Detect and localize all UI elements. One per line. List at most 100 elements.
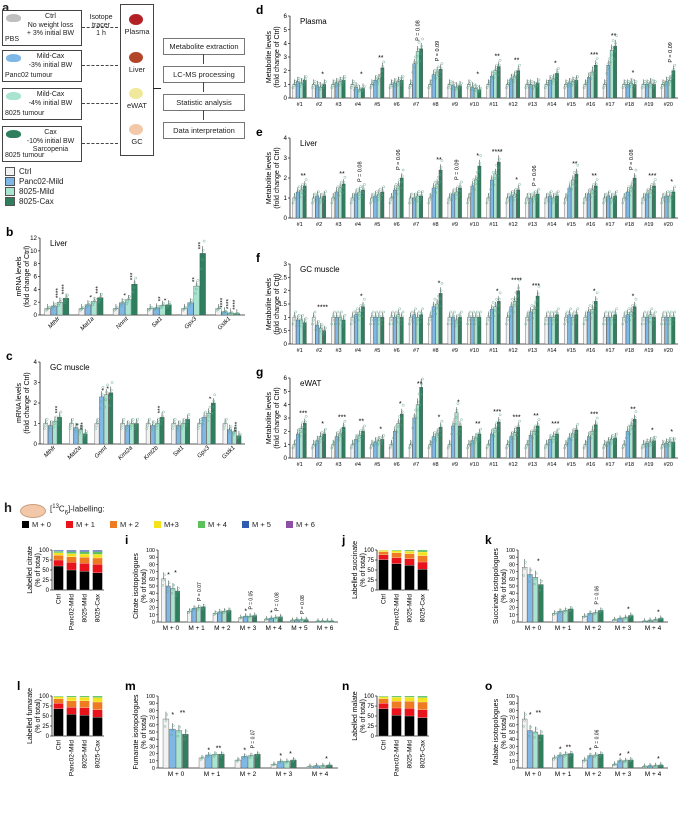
data-point bbox=[390, 314, 394, 318]
legend-swatch bbox=[66, 521, 73, 528]
stack-segment bbox=[378, 703, 389, 709]
data-point bbox=[573, 435, 577, 439]
significance-mark: * bbox=[171, 712, 174, 719]
data-point bbox=[664, 318, 668, 322]
data-point bbox=[619, 616, 623, 620]
x-tick-label: M + 1 bbox=[188, 625, 205, 632]
data-point bbox=[357, 313, 361, 317]
data-point bbox=[477, 169, 481, 173]
data-point bbox=[608, 437, 611, 441]
data-point bbox=[396, 316, 400, 319]
data-point bbox=[593, 431, 596, 435]
data-point bbox=[630, 758, 633, 761]
data-point bbox=[180, 427, 184, 430]
data-point bbox=[582, 86, 586, 90]
data-point bbox=[641, 198, 645, 202]
bracket-arrow bbox=[153, 88, 161, 89]
data-point bbox=[518, 183, 521, 186]
data-point bbox=[589, 195, 593, 199]
y-tick-label: 10 bbox=[30, 248, 37, 255]
significance-mark: * bbox=[589, 747, 592, 754]
x-tick-label: Sat1 bbox=[151, 316, 164, 329]
panel-label: i bbox=[125, 533, 128, 547]
data-point bbox=[509, 437, 513, 441]
data-point bbox=[432, 72, 436, 75]
data-point bbox=[583, 318, 587, 322]
y-tick-label: 90 bbox=[149, 701, 155, 707]
x-tick-label: Gstk1 bbox=[217, 316, 232, 331]
data-point bbox=[594, 421, 598, 425]
data-point bbox=[168, 301, 172, 304]
data-point bbox=[649, 764, 653, 767]
data-point bbox=[312, 82, 316, 85]
data-point bbox=[454, 193, 458, 196]
data-point bbox=[513, 430, 517, 433]
y-tick-label: 30 bbox=[509, 744, 515, 750]
data-point bbox=[318, 198, 322, 202]
labelling-title-part: 13 bbox=[52, 504, 59, 510]
x-tick-label: #15 bbox=[567, 462, 576, 468]
data-point bbox=[312, 195, 316, 199]
y-tick-label: 1.5 bbox=[278, 301, 287, 308]
data-point bbox=[613, 49, 617, 53]
group-text: -4% initial BW bbox=[28, 99, 73, 107]
data-point bbox=[134, 424, 138, 427]
data-point bbox=[318, 440, 321, 444]
data-point bbox=[146, 424, 150, 427]
significance-mark: *** bbox=[648, 173, 656, 180]
stack-segment bbox=[404, 558, 415, 566]
data-point bbox=[388, 86, 392, 90]
stack-segment bbox=[378, 554, 389, 560]
data-point bbox=[96, 421, 99, 424]
x-tick-label: #4 bbox=[355, 222, 361, 228]
data-point bbox=[341, 321, 345, 324]
data-point bbox=[434, 77, 438, 80]
data-point bbox=[652, 441, 655, 444]
data-point bbox=[49, 423, 53, 426]
data-point bbox=[421, 377, 424, 381]
bar bbox=[574, 429, 579, 459]
data-point bbox=[600, 751, 603, 755]
significance-mark: * bbox=[619, 753, 622, 760]
data-point bbox=[550, 310, 553, 314]
data-point bbox=[594, 187, 597, 191]
data-point bbox=[496, 310, 499, 314]
bar bbox=[648, 314, 653, 345]
stack-segment bbox=[79, 707, 90, 716]
data-point bbox=[557, 67, 560, 70]
x-tick-label: M + 0 bbox=[163, 625, 180, 632]
data-point bbox=[496, 174, 499, 178]
data-point bbox=[662, 82, 665, 85]
data-point bbox=[393, 191, 396, 195]
x-tick-label: #10 bbox=[470, 102, 479, 108]
x-tick-label: #5 bbox=[374, 462, 380, 468]
y-tick-label: 90 bbox=[149, 555, 155, 561]
data-point bbox=[408, 322, 411, 326]
data-point bbox=[608, 310, 611, 314]
data-point bbox=[633, 82, 637, 85]
data-point bbox=[469, 192, 473, 196]
data-point bbox=[456, 313, 460, 317]
x-tick-label: #12 bbox=[509, 222, 518, 228]
pipeline-step: Metabolite extraction bbox=[163, 38, 245, 55]
y-tick-label: 60 bbox=[509, 577, 515, 583]
data-point bbox=[204, 410, 207, 414]
data-point bbox=[330, 620, 334, 623]
data-point bbox=[665, 314, 669, 318]
data-point bbox=[401, 310, 405, 314]
data-point bbox=[505, 86, 508, 90]
data-point bbox=[583, 84, 587, 87]
data-point bbox=[485, 86, 489, 90]
data-point bbox=[548, 318, 551, 322]
data-point bbox=[376, 198, 379, 202]
significance-mark: * bbox=[101, 388, 108, 391]
mouse-icon bbox=[6, 130, 21, 138]
data-point bbox=[475, 85, 479, 88]
data-point bbox=[132, 285, 136, 289]
y-tick-label: 4 bbox=[284, 135, 288, 142]
p-value: P = 0.08 bbox=[274, 592, 280, 611]
data-point bbox=[453, 324, 457, 328]
data-point bbox=[492, 434, 496, 438]
data-point bbox=[490, 306, 494, 309]
data-point bbox=[647, 444, 651, 448]
